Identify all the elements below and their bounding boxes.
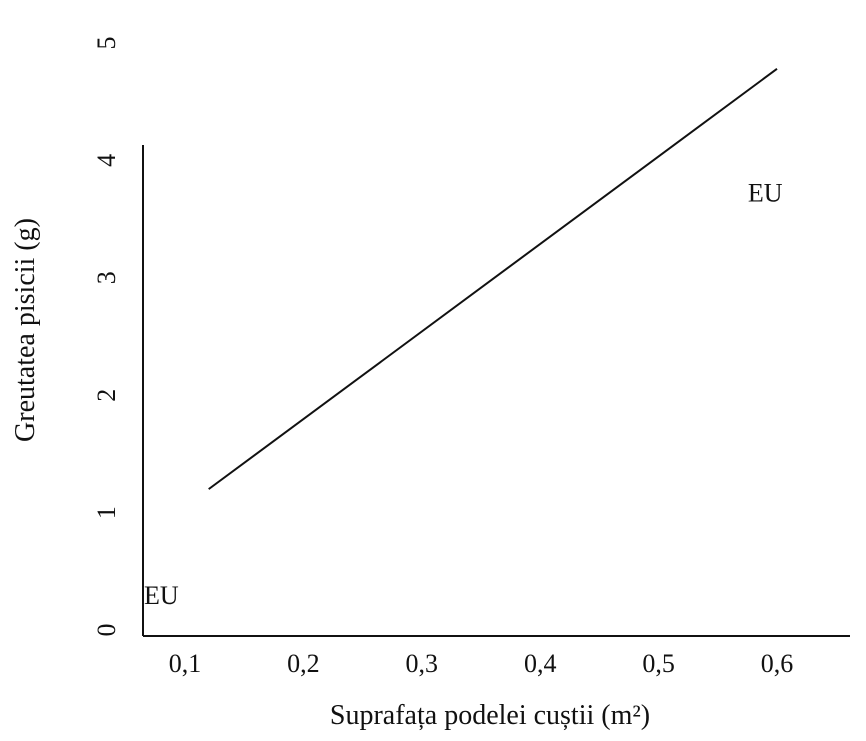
x-tick-label-4: 0,5 [642,649,675,678]
annotation-1: EU [144,581,179,610]
y-tick-label-0: 0 [92,624,121,637]
x-axis-ticks: 0,1 0,2 0,3 0,4 0,5 0,6 [169,649,794,678]
x-tick-label-5: 0,6 [761,649,794,678]
y-tick-label-1: 1 [92,506,121,519]
axes [142,145,850,637]
x-tick-label-1: 0,2 [287,649,320,678]
series-group [208,68,778,490]
x-tick-label-0: 0,1 [169,649,202,678]
y-axis-label: Greutatea pisicii (g) [10,218,41,442]
y-tick-label-3: 3 [92,271,121,284]
x-axis-label: Suprafața podelei cuștii (m²) [330,700,650,731]
annotation-0: EU [748,178,783,207]
y-tick-label-5: 5 [92,37,121,50]
y-tick-label-4: 4 [92,154,121,167]
annotations: EU EU [144,178,783,610]
y-axis-ticks: 0 1 2 3 4 5 [92,37,121,637]
x-tick-label-2: 0,3 [406,649,439,678]
x-tick-label-3: 0,4 [524,649,557,678]
series-line-0 [208,68,778,490]
y-tick-label-2: 2 [92,389,121,402]
